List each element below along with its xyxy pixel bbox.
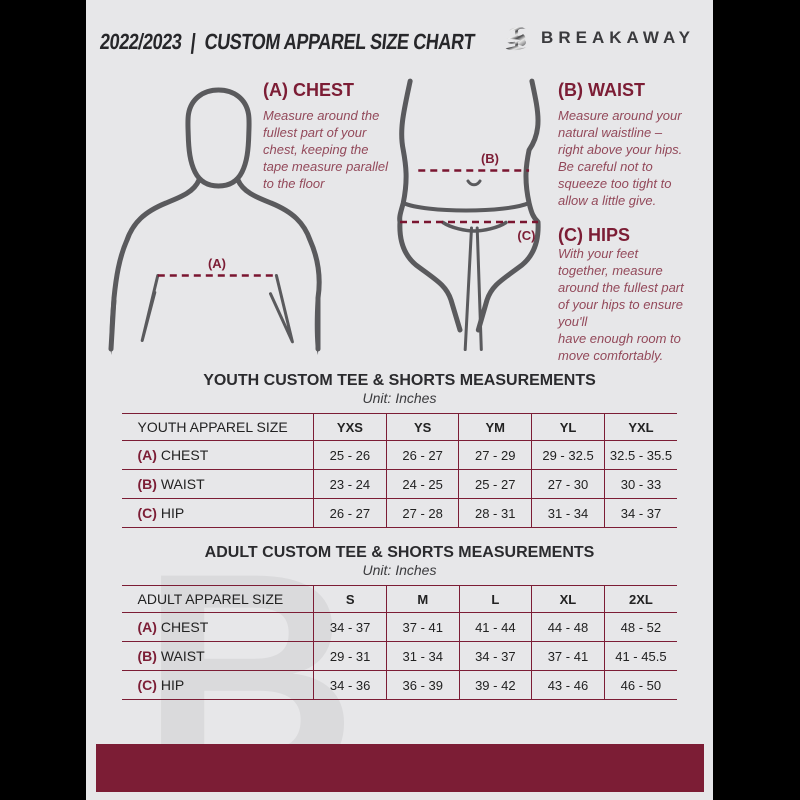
svg-text:(B): (B) — [481, 151, 499, 166]
svg-text:(A): (A) — [208, 256, 226, 271]
svg-text:(C): (C) — [517, 228, 535, 243]
